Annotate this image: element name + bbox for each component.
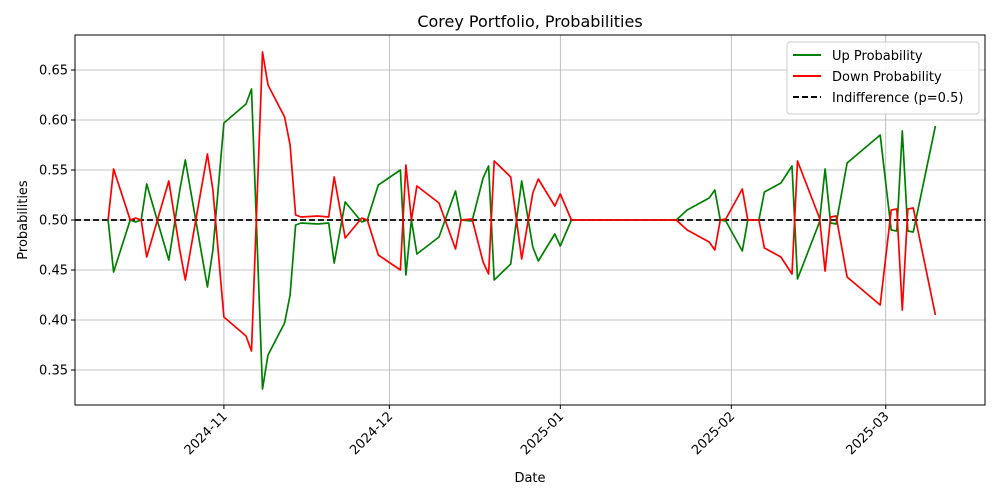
y-tick-label: 0.40 bbox=[39, 314, 68, 329]
y-tick-label: 0.50 bbox=[39, 214, 68, 229]
legend-label-up: Up Probability bbox=[832, 49, 923, 64]
down-probability-line bbox=[107, 51, 937, 352]
legend: Up Probability Down Probability Indiffer… bbox=[786, 41, 980, 115]
chart-title: Corey Portfolio, Probabilities bbox=[417, 12, 642, 31]
legend-label-down: Down Probability bbox=[832, 70, 942, 85]
y-tick-label: 0.35 bbox=[39, 364, 68, 379]
series bbox=[107, 51, 937, 390]
y-tick-label: 0.60 bbox=[39, 114, 68, 129]
y-tick-label: 0.45 bbox=[39, 264, 68, 279]
y-axis-title: Probabilities bbox=[16, 180, 31, 260]
legend-box bbox=[786, 41, 980, 115]
y-tick-label: 0.65 bbox=[39, 64, 68, 79]
legend-label-indifference: Indifference (p=0.5) bbox=[832, 91, 963, 106]
x-axis-title: Date bbox=[514, 471, 545, 486]
up-probability-line bbox=[107, 88, 937, 390]
y-tick-label: 0.55 bbox=[39, 164, 68, 179]
